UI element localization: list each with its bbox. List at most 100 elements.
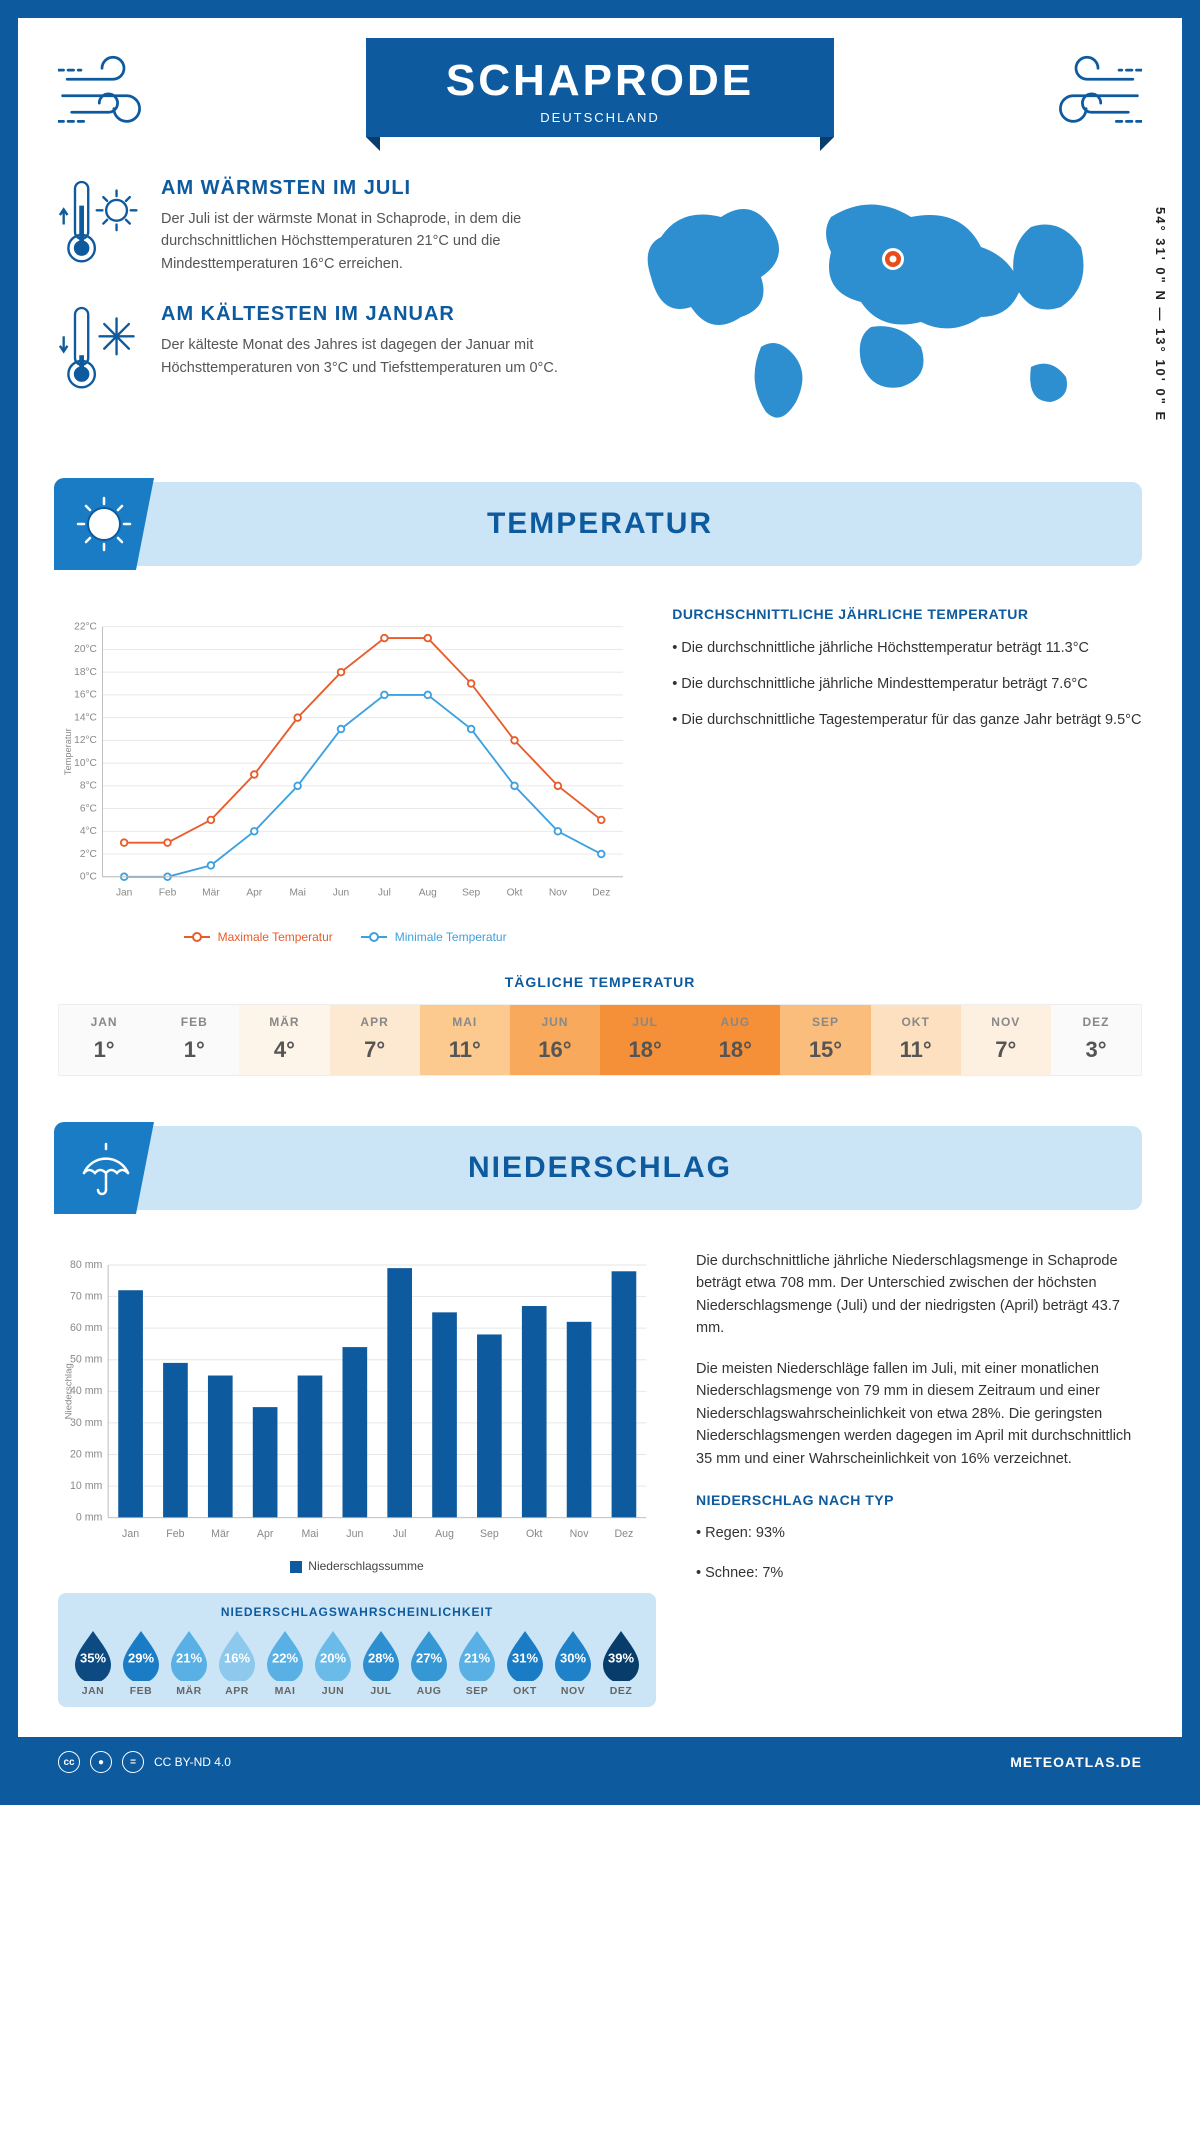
section-header-precipitation: NIEDERSCHLAG <box>58 1126 1142 1210</box>
section-title: NIEDERSCHLAG <box>468 1151 732 1185</box>
svg-text:Mär: Mär <box>211 1528 230 1540</box>
svg-text:10 mm: 10 mm <box>70 1480 103 1492</box>
svg-text:Okt: Okt <box>526 1528 543 1540</box>
probability-drops: 35% JAN 29% FEB 21% MÄR 16% APR <box>72 1629 642 1697</box>
daily-cell: SEP15° <box>780 1005 870 1075</box>
license-label: CC BY-ND 4.0 <box>154 1755 231 1769</box>
map-svg <box>620 177 1142 437</box>
temp-info-bullet: • Die durchschnittliche jährliche Höchst… <box>672 638 1142 660</box>
by-icon: ● <box>90 1751 112 1773</box>
svg-text:80 mm: 80 mm <box>70 1259 103 1271</box>
svg-text:50 mm: 50 mm <box>70 1354 103 1366</box>
svg-text:Apr: Apr <box>246 887 262 898</box>
daily-cell: OKT11° <box>871 1005 961 1075</box>
daily-temp-table: JAN1°FEB1°MÄR4°APR7°MAI11°JUN16°JUL18°AU… <box>58 1004 1142 1076</box>
svg-text:Feb: Feb <box>159 887 177 898</box>
temperature-line-chart: 0°C2°C4°C6°C8°C10°C12°C14°C16°C18°C20°C2… <box>58 606 632 916</box>
daily-cell: MAI11° <box>420 1005 510 1075</box>
daily-cell: NOV7° <box>961 1005 1051 1075</box>
svg-text:0°C: 0°C <box>80 872 97 883</box>
title-banner: SCHAPRODE DEUTSCHLAND <box>366 38 834 137</box>
world-map: 54° 31' 0" N — 13° 10' 0" E <box>620 177 1142 442</box>
svg-text:10°C: 10°C <box>74 758 97 769</box>
coldest-heading: AM KÄLTESTEN IM JANUAR <box>161 303 580 326</box>
warmest-text: Der Juli ist der wärmste Monat in Schapr… <box>161 208 580 275</box>
warmest-heading: AM WÄRMSTEN IM JULI <box>161 177 580 200</box>
nd-icon: = <box>122 1751 144 1773</box>
svg-text:2°C: 2°C <box>80 849 97 860</box>
svg-text:30 mm: 30 mm <box>70 1417 103 1429</box>
site-name: METEOATLAS.DE <box>1010 1754 1142 1770</box>
precip-type: • Regen: 93% <box>696 1522 1142 1544</box>
svg-text:22°C: 22°C <box>74 621 97 632</box>
svg-text:Nov: Nov <box>549 887 568 898</box>
thermometer-cold-icon <box>58 303 143 398</box>
svg-text:Aug: Aug <box>435 1528 454 1540</box>
sun-icon <box>76 496 132 552</box>
probability-heading: NIEDERSCHLAGSWAHRSCHEINLICHKEIT <box>72 1605 642 1619</box>
probability-drop: 30% NOV <box>552 1629 594 1697</box>
svg-text:6°C: 6°C <box>80 803 97 814</box>
wind-icon <box>1032 48 1142 138</box>
probability-drop: 21% SEP <box>456 1629 498 1697</box>
svg-text:Okt: Okt <box>507 887 523 898</box>
temp-info-heading: DURCHSCHNITTLICHE JÄHRLICHE TEMPERATUR <box>672 606 1142 622</box>
precip-type-heading: NIEDERSCHLAG NACH TYP <box>696 1490 1142 1512</box>
probability-drop: 21% MÄR <box>168 1629 210 1697</box>
section-header-temperature: TEMPERATUR <box>58 482 1142 566</box>
precip-paragraph: Die meisten Niederschläge fallen im Juli… <box>696 1358 1142 1470</box>
cc-icon: cc <box>58 1751 80 1773</box>
warmest-block: AM WÄRMSTEN IM JULI Der Juli ist der wär… <box>58 177 580 275</box>
daily-cell: APR7° <box>330 1005 420 1075</box>
svg-text:Jun: Jun <box>333 887 349 898</box>
daily-cell: MÄR4° <box>239 1005 329 1075</box>
temp-info-bullet: • Die durchschnittliche jährliche Mindes… <box>672 674 1142 696</box>
coordinates: 54° 31' 0" N — 13° 10' 0" E <box>1153 207 1168 422</box>
probability-drop: 22% MAI <box>264 1629 306 1697</box>
daily-cell: AUG18° <box>690 1005 780 1075</box>
chart-legend: Niederschlagssumme <box>58 1559 656 1573</box>
wind-icon <box>58 48 168 138</box>
svg-text:Mär: Mär <box>202 887 220 898</box>
thermometer-hot-icon <box>58 177 143 272</box>
svg-text:12°C: 12°C <box>74 735 97 746</box>
svg-text:Dez: Dez <box>615 1528 634 1540</box>
svg-text:Mai: Mai <box>289 887 305 898</box>
svg-text:Apr: Apr <box>257 1528 274 1540</box>
probability-drop: 20% JUN <box>312 1629 354 1697</box>
svg-text:Sep: Sep <box>462 887 480 898</box>
probability-drop: 28% JUL <box>360 1629 402 1697</box>
daily-cell: FEB1° <box>149 1005 239 1075</box>
svg-text:0 mm: 0 mm <box>76 1512 103 1524</box>
probability-drop: 35% JAN <box>72 1629 114 1697</box>
header: SCHAPRODE DEUTSCHLAND <box>58 38 1142 137</box>
daily-temp-heading: TÄGLICHE TEMPERATUR <box>58 974 1142 990</box>
svg-text:18°C: 18°C <box>74 667 97 678</box>
daily-cell: DEZ3° <box>1051 1005 1141 1075</box>
daily-cell: JUN16° <box>510 1005 600 1075</box>
svg-text:20°C: 20°C <box>74 644 97 655</box>
svg-text:Nov: Nov <box>570 1528 590 1540</box>
temperature-info: DURCHSCHNITTLICHE JÄHRLICHE TEMPERATUR •… <box>672 606 1142 944</box>
svg-text:Jul: Jul <box>378 887 391 898</box>
coldest-text: Der kälteste Monat des Jahres ist dagege… <box>161 334 580 379</box>
svg-text:Jan: Jan <box>122 1528 139 1540</box>
svg-text:Dez: Dez <box>592 887 610 898</box>
svg-text:Niederschlag: Niederschlag <box>64 1363 75 1419</box>
coldest-block: AM KÄLTESTEN IM JANUAR Der kälteste Mona… <box>58 303 580 398</box>
svg-text:40 mm: 40 mm <box>70 1385 103 1397</box>
page-subtitle: DEUTSCHLAND <box>446 110 754 125</box>
probability-drop: 39% DEZ <box>600 1629 642 1697</box>
precip-type: • Schnee: 7% <box>696 1562 1142 1584</box>
section-title: TEMPERATUR <box>487 507 713 541</box>
svg-text:Sep: Sep <box>480 1528 499 1540</box>
temp-info-bullet: • Die durchschnittliche Tagestemperatur … <box>672 710 1142 732</box>
svg-text:16°C: 16°C <box>74 690 97 701</box>
svg-text:Feb: Feb <box>166 1528 184 1540</box>
svg-text:Mai: Mai <box>301 1528 318 1540</box>
footer: cc ● = CC BY-ND 4.0 METEOATLAS.DE <box>18 1737 1182 1787</box>
probability-drop: 31% OKT <box>504 1629 546 1697</box>
svg-text:70 mm: 70 mm <box>70 1290 103 1302</box>
svg-text:60 mm: 60 mm <box>70 1322 103 1334</box>
probability-box: NIEDERSCHLAGSWAHRSCHEINLICHKEIT 35% JAN … <box>58 1593 656 1707</box>
